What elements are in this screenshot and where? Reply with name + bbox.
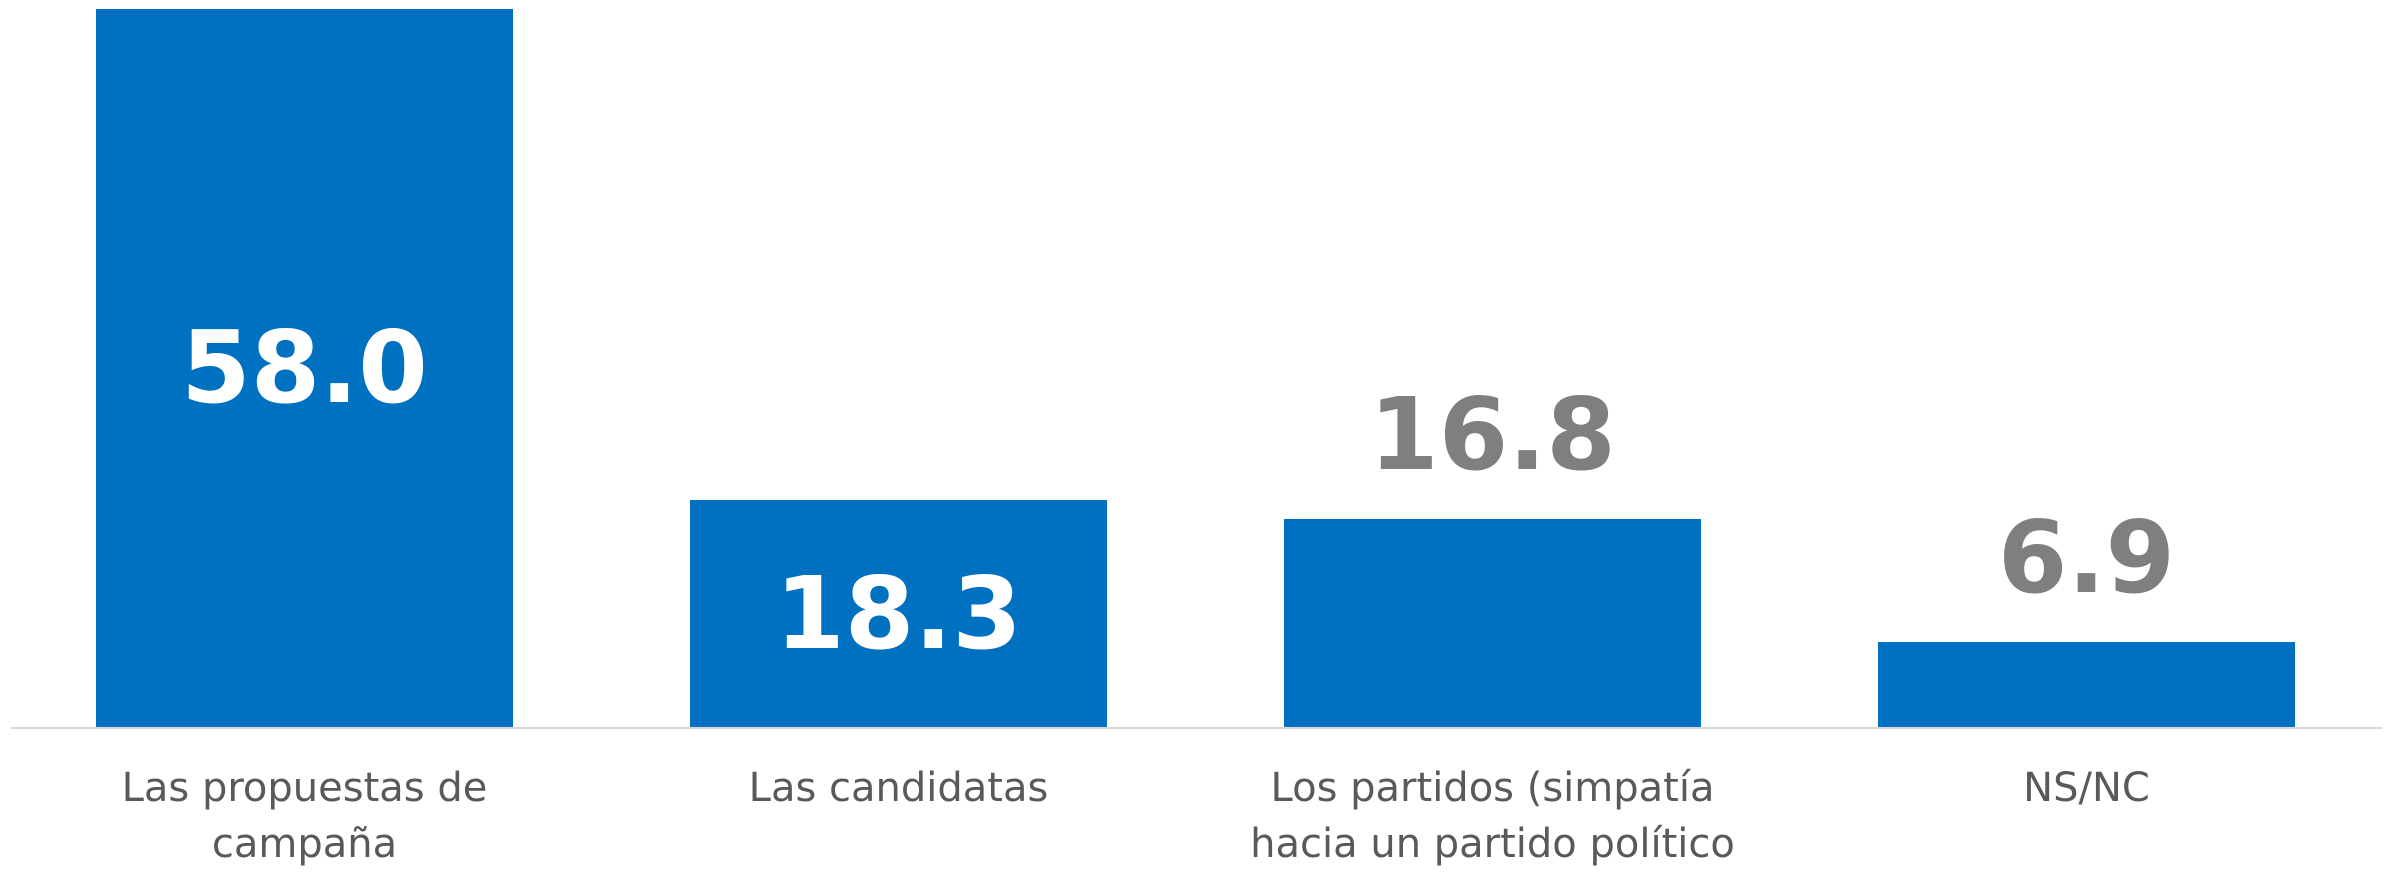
x-tick-label: Las candidatas bbox=[748, 765, 1049, 811]
value-label: 6.9 bbox=[1997, 498, 2176, 616]
value-label: 16.8 bbox=[1369, 376, 1616, 494]
bar bbox=[1284, 519, 1701, 727]
x-tick-label: NS/NC bbox=[2023, 765, 2150, 811]
x-tick-label: Las propuestas de campaña bbox=[121, 765, 488, 867]
baseline bbox=[11, 727, 2382, 729]
value-label: 58.0 bbox=[181, 309, 428, 426]
value-label: 18.3 bbox=[775, 554, 1022, 672]
bar bbox=[1878, 641, 2295, 727]
bar bbox=[96, 9, 513, 727]
x-tick-label: Los partidos (simpatía hacia un partido … bbox=[1250, 765, 1735, 867]
bar bbox=[690, 500, 1107, 727]
